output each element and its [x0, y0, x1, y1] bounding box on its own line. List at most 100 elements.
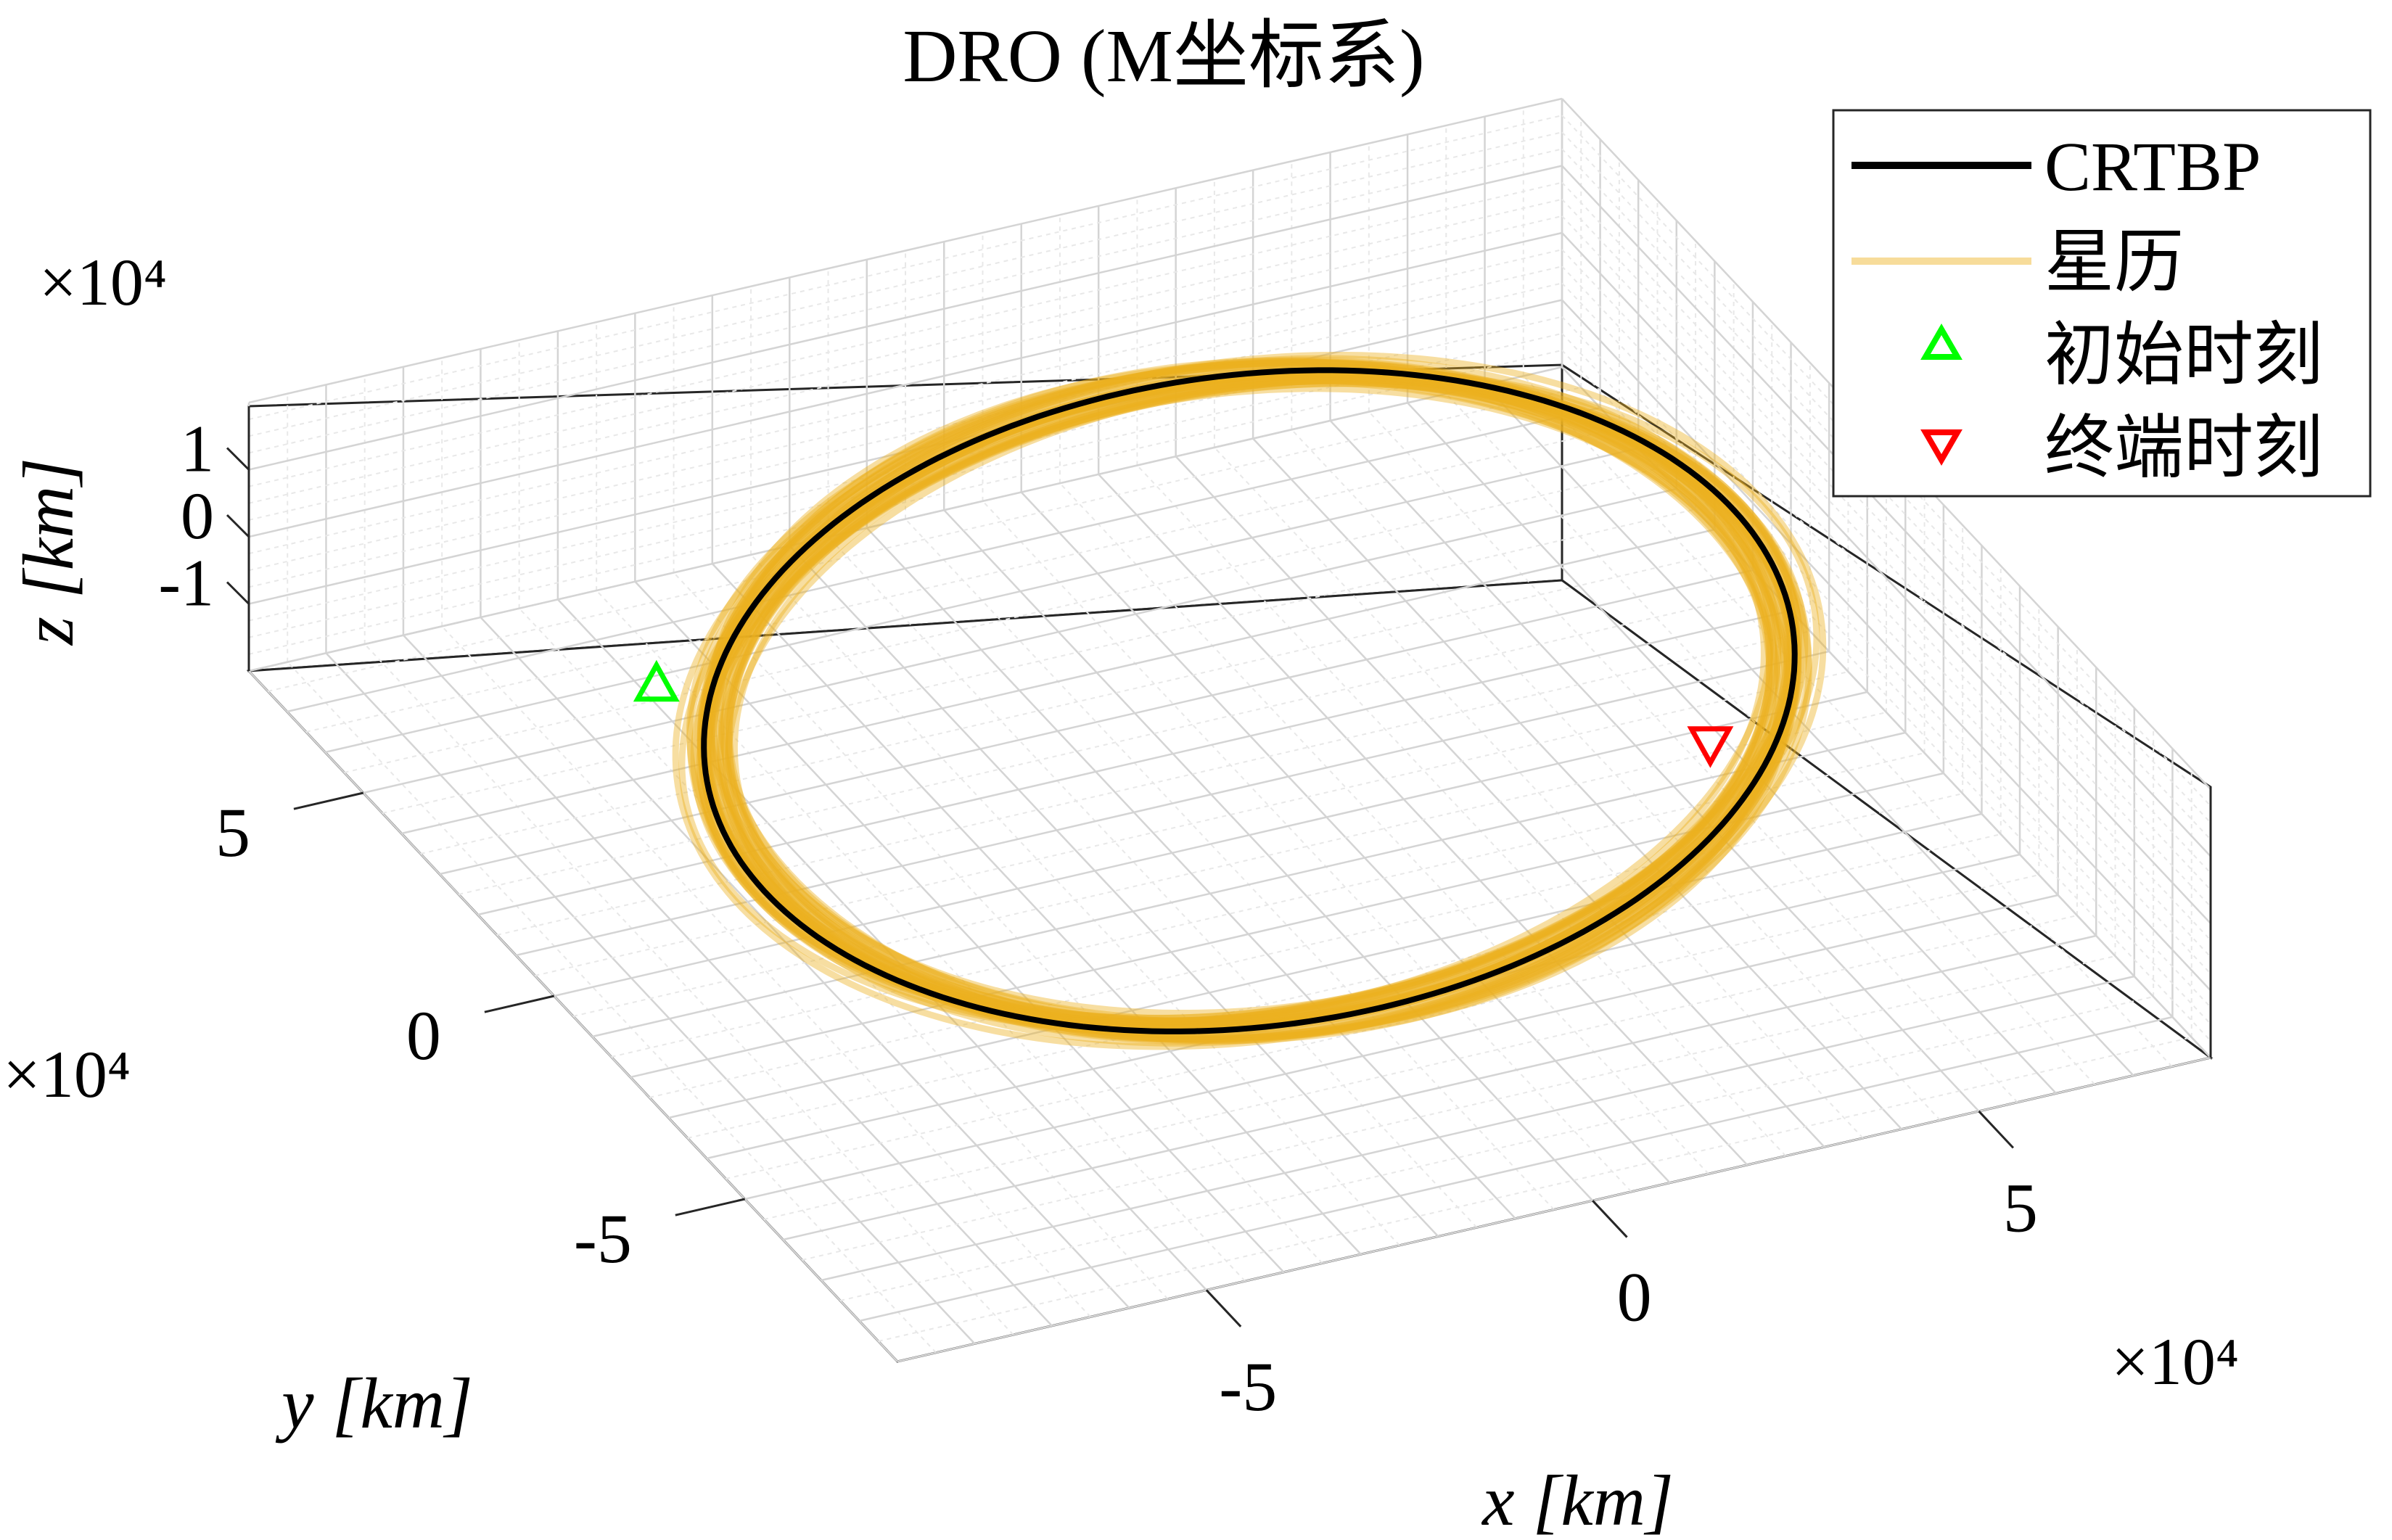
ephemeris-trace — [725, 385, 1773, 1016]
ephemeris-trace — [708, 359, 1791, 1042]
grid-line-floor-y — [859, 1016, 2173, 1322]
grid-line-backwall-z — [248, 165, 1563, 471]
grid-line-floor-y — [668, 812, 1982, 1119]
grid-line-floor-y — [802, 955, 2116, 1261]
orbit-markers — [633, 659, 1734, 768]
ephemeris-trace — [716, 363, 1782, 1038]
grid-line-sidewall-z — [1561, 366, 2211, 1058]
grid-line-floor-y — [535, 671, 1849, 976]
x-tick-mark — [1205, 1289, 1242, 1327]
legend-label-ephemeris: 星历 — [2044, 223, 2184, 301]
ephemeris-trace — [724, 377, 1775, 1024]
ephemeris-trace — [705, 361, 1793, 1041]
ephemeris-trace — [726, 376, 1773, 1025]
grid-line-floor-y — [515, 650, 1830, 957]
grid-line-floor-y — [744, 894, 2058, 1201]
grid-line-floor-y — [592, 731, 1906, 1038]
z-tick-label: -1 — [158, 546, 214, 620]
ephemeris-trace — [726, 371, 1773, 1031]
z-axis-label: z [km] — [8, 458, 89, 646]
grid-line-floor-x — [1329, 420, 1980, 1112]
crtbp-trace — [701, 367, 1798, 1034]
grid-line-floor-x — [441, 625, 1091, 1318]
grid-line-sidewall-z — [1561, 165, 2211, 857]
x-multiplier: ×10⁴ — [2111, 1325, 2239, 1399]
ephemeris-trace — [710, 357, 1788, 1045]
grid-line-backwall-z — [248, 265, 1563, 572]
grid-line-floor-x — [711, 563, 1362, 1255]
grid-line-floor-y — [363, 487, 1677, 794]
grid-line-floor-x — [596, 590, 1246, 1282]
orbit-traces — [672, 352, 1827, 1050]
grid-line-floor-y — [572, 712, 1887, 1017]
ephemeris-trace — [693, 355, 1806, 1047]
grid-line-floor-x — [363, 643, 1014, 1335]
grid-line-sidewall-z — [1561, 316, 2211, 1008]
grid-line-floor-x — [943, 509, 1594, 1202]
grid-line-floor-y — [821, 975, 2135, 1282]
grid-line-backwall-z — [248, 249, 1563, 555]
final-time-marker — [1687, 726, 1734, 768]
grid-line-backwall-z — [248, 316, 1563, 622]
grid-line-backwall-z — [248, 97, 1563, 404]
ephemeris-trace — [710, 375, 1788, 1026]
grid-line-floor-y — [897, 1056, 2211, 1363]
z-tick-mark — [226, 447, 250, 471]
ephemeris-trace — [672, 352, 1827, 1050]
ephemeris-trace — [717, 373, 1782, 1029]
ephemeris-trace — [707, 380, 1791, 1021]
grid-line-floor-y — [439, 569, 1754, 876]
grid-line-floor-y — [611, 752, 1925, 1058]
grid-line-floor-y — [496, 630, 1811, 936]
grid-line-floor-x — [1059, 482, 1709, 1174]
ephemeris-trace — [698, 376, 1801, 1026]
y-tick-label: 5 — [215, 794, 250, 871]
ephemeris-trace — [700, 376, 1799, 1025]
x-tick-mark — [1592, 1200, 1628, 1238]
z-tick-label: 0 — [181, 479, 214, 553]
y-tick-mark — [293, 791, 364, 810]
axis-ticks: -505-505-101 — [158, 412, 2038, 1425]
grid-line-floor-x — [634, 580, 1285, 1273]
x-axis-label: x [km] — [1481, 1460, 1674, 1540]
grid-line-floor-x — [789, 545, 1439, 1238]
y-tick-label: -5 — [574, 1200, 632, 1277]
y-tick-label: 0 — [406, 997, 441, 1074]
y-tick-mark — [484, 995, 555, 1013]
ephemeris-trace — [717, 370, 1782, 1032]
x-tick-label: -5 — [1219, 1348, 1277, 1425]
grid-line-sidewall-z — [1561, 350, 2211, 1042]
grid-line-backwall-z — [248, 131, 1563, 437]
grid-line-floor-y — [687, 833, 2001, 1139]
grid-line-floor-y — [878, 1037, 2192, 1342]
grid-line-floor-y — [839, 996, 2154, 1301]
grid-line-sidewall-z — [1561, 282, 2211, 975]
grid-line-backwall-z — [248, 349, 1563, 655]
ephemeris-trace — [696, 373, 1802, 1029]
legend-label-crtbp: CRTBP — [2044, 128, 2261, 205]
grid-line-floor-x — [287, 661, 937, 1354]
grid-line-floor-y — [763, 915, 2078, 1220]
grid-line-floor-y — [554, 691, 1867, 997]
grid-line-backwall-z — [248, 299, 1563, 605]
grid-line-floor-y — [324, 447, 1639, 754]
z-tick-label: 1 — [181, 412, 214, 486]
y-tick-mark — [675, 1198, 745, 1216]
ephemeris-trace — [731, 378, 1767, 1024]
ephemeris-trace — [690, 376, 1809, 1026]
grid-line-floor-y — [782, 934, 2097, 1241]
grid-line-floor-y — [287, 406, 1600, 713]
grid-line-floor-y — [706, 853, 2021, 1160]
grid-line-backwall-z — [248, 366, 1563, 672]
legend-label-initial: 初始时刻 — [2044, 316, 2323, 394]
grid-line-sidewall-z — [1561, 199, 2211, 891]
grid-line-backwall-z — [248, 231, 1563, 538]
grid-line-floor-y — [268, 387, 1582, 692]
y-multiplier: ×10⁴ — [3, 1037, 131, 1111]
grid-line-sidewall-z — [1561, 181, 2211, 874]
grid-line-floor-x — [982, 501, 1632, 1193]
x-tick-label: 0 — [1617, 1259, 1652, 1336]
grid-line-backwall-z — [248, 215, 1563, 521]
chart-title: DRO (M坐标系) — [903, 15, 1424, 98]
